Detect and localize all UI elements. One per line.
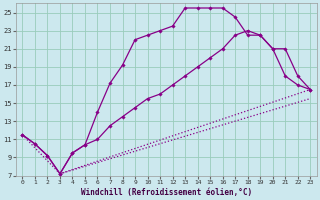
- X-axis label: Windchill (Refroidissement éolien,°C): Windchill (Refroidissement éolien,°C): [81, 188, 252, 197]
